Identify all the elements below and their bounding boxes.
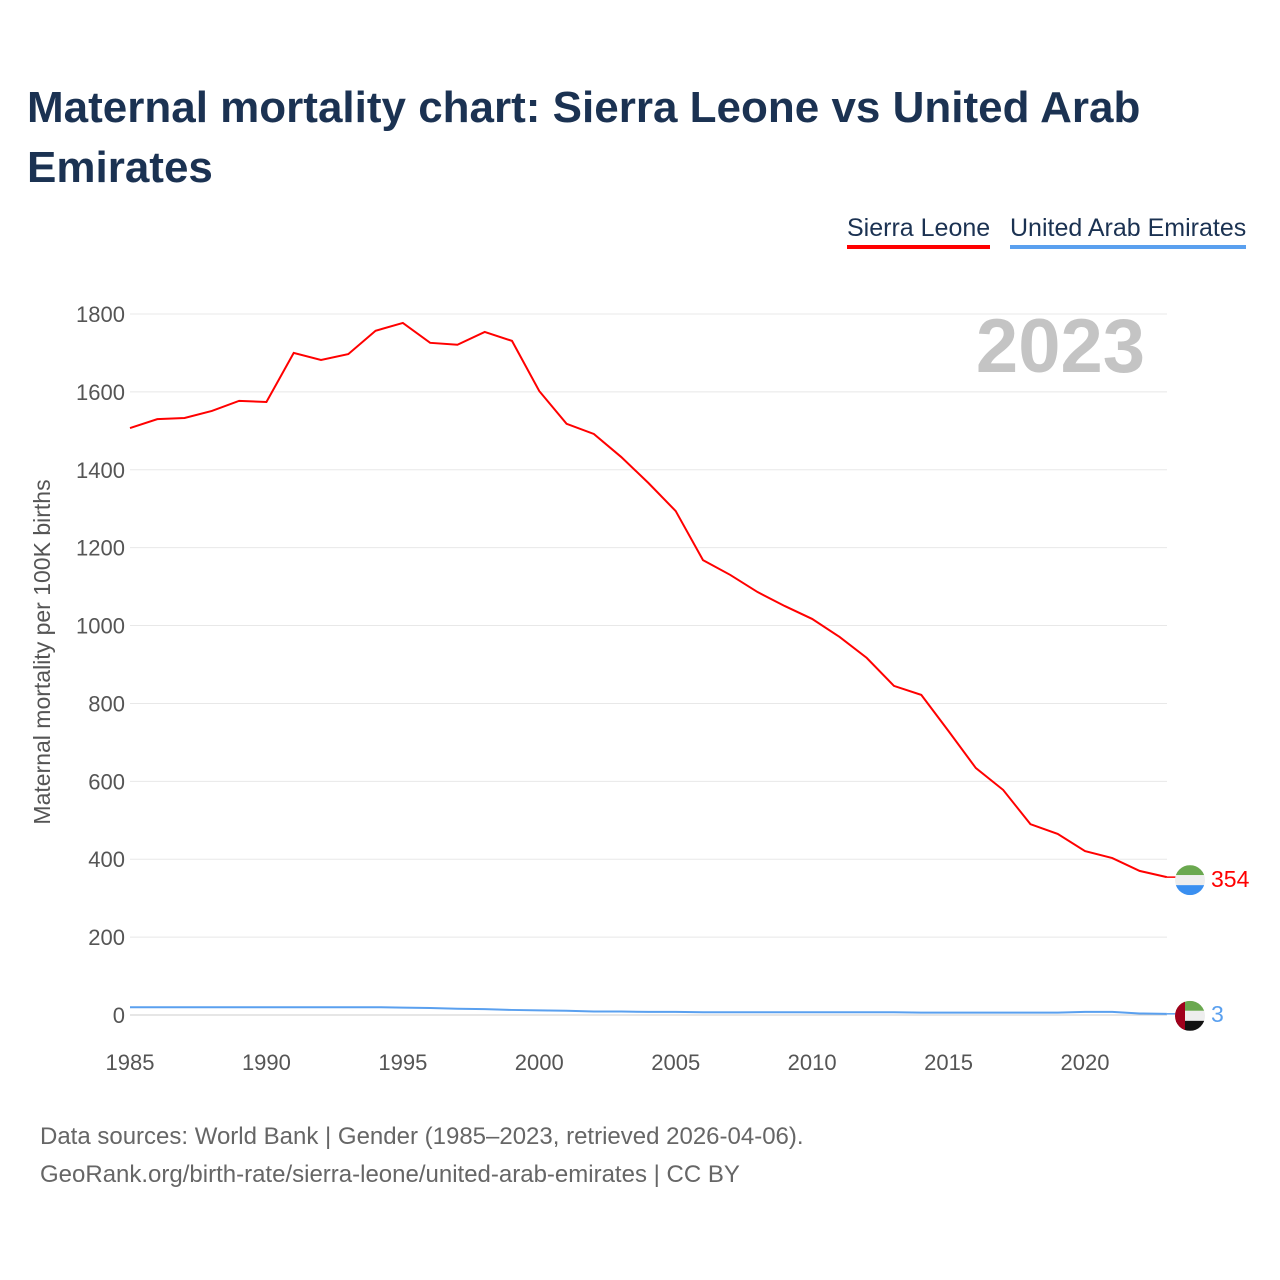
y-tick-label: 1200 [76, 536, 125, 561]
y-tick-label: 200 [88, 925, 125, 950]
x-tick-label: 1995 [378, 1050, 427, 1075]
y-tick-label: 600 [88, 769, 125, 794]
y-tick-label: 1000 [76, 614, 125, 639]
x-tick-label: 1990 [242, 1050, 291, 1075]
y-tick-label: 800 [88, 691, 125, 716]
sierra-leone-flag-icon [1175, 865, 1205, 896]
y-tick-label: 1600 [76, 380, 125, 405]
x-tick-label: 2020 [1061, 1050, 1110, 1075]
y-tick-label: 0 [113, 1003, 125, 1028]
legend-sierra-leone[interactable]: Sierra Leone [847, 214, 991, 249]
series-line-uae [130, 1006, 1167, 1015]
x-tick-label: 1985 [106, 1050, 155, 1075]
data-source: Data sources: World Bank | Gender (1985–… [40, 1123, 804, 1150]
x-tick-label: 2010 [788, 1050, 837, 1075]
y-tick-label: 1800 [76, 302, 125, 327]
x-tick-label: 2000 [515, 1050, 564, 1075]
end-value-label: 3 [1211, 1001, 1224, 1027]
legend-uae[interactable]: United Arab Emirates [1010, 214, 1247, 249]
uae-flag-icon [1175, 1000, 1205, 1031]
source-link[interactable]: GeoRank.org/birth-rate/sierra-leone/unit… [40, 1161, 740, 1188]
y-tick-label: 1400 [76, 458, 125, 483]
x-tick-label: 2005 [651, 1050, 700, 1075]
chart-title: Maternal mortality chart: Sierra Leone v… [27, 83, 1141, 192]
series-line-sierra-leone [129, 321, 1168, 879]
year-watermark: 2023 [976, 304, 1145, 389]
end-value-label: 354 [1211, 866, 1250, 892]
footer: Data sources: World Bank | Gender (1985–… [40, 1118, 804, 1194]
y-axis-label: Maternal mortality per 100K births [29, 479, 55, 824]
y-tick-label: 400 [88, 847, 125, 872]
x-tick-label: 2015 [924, 1050, 973, 1075]
